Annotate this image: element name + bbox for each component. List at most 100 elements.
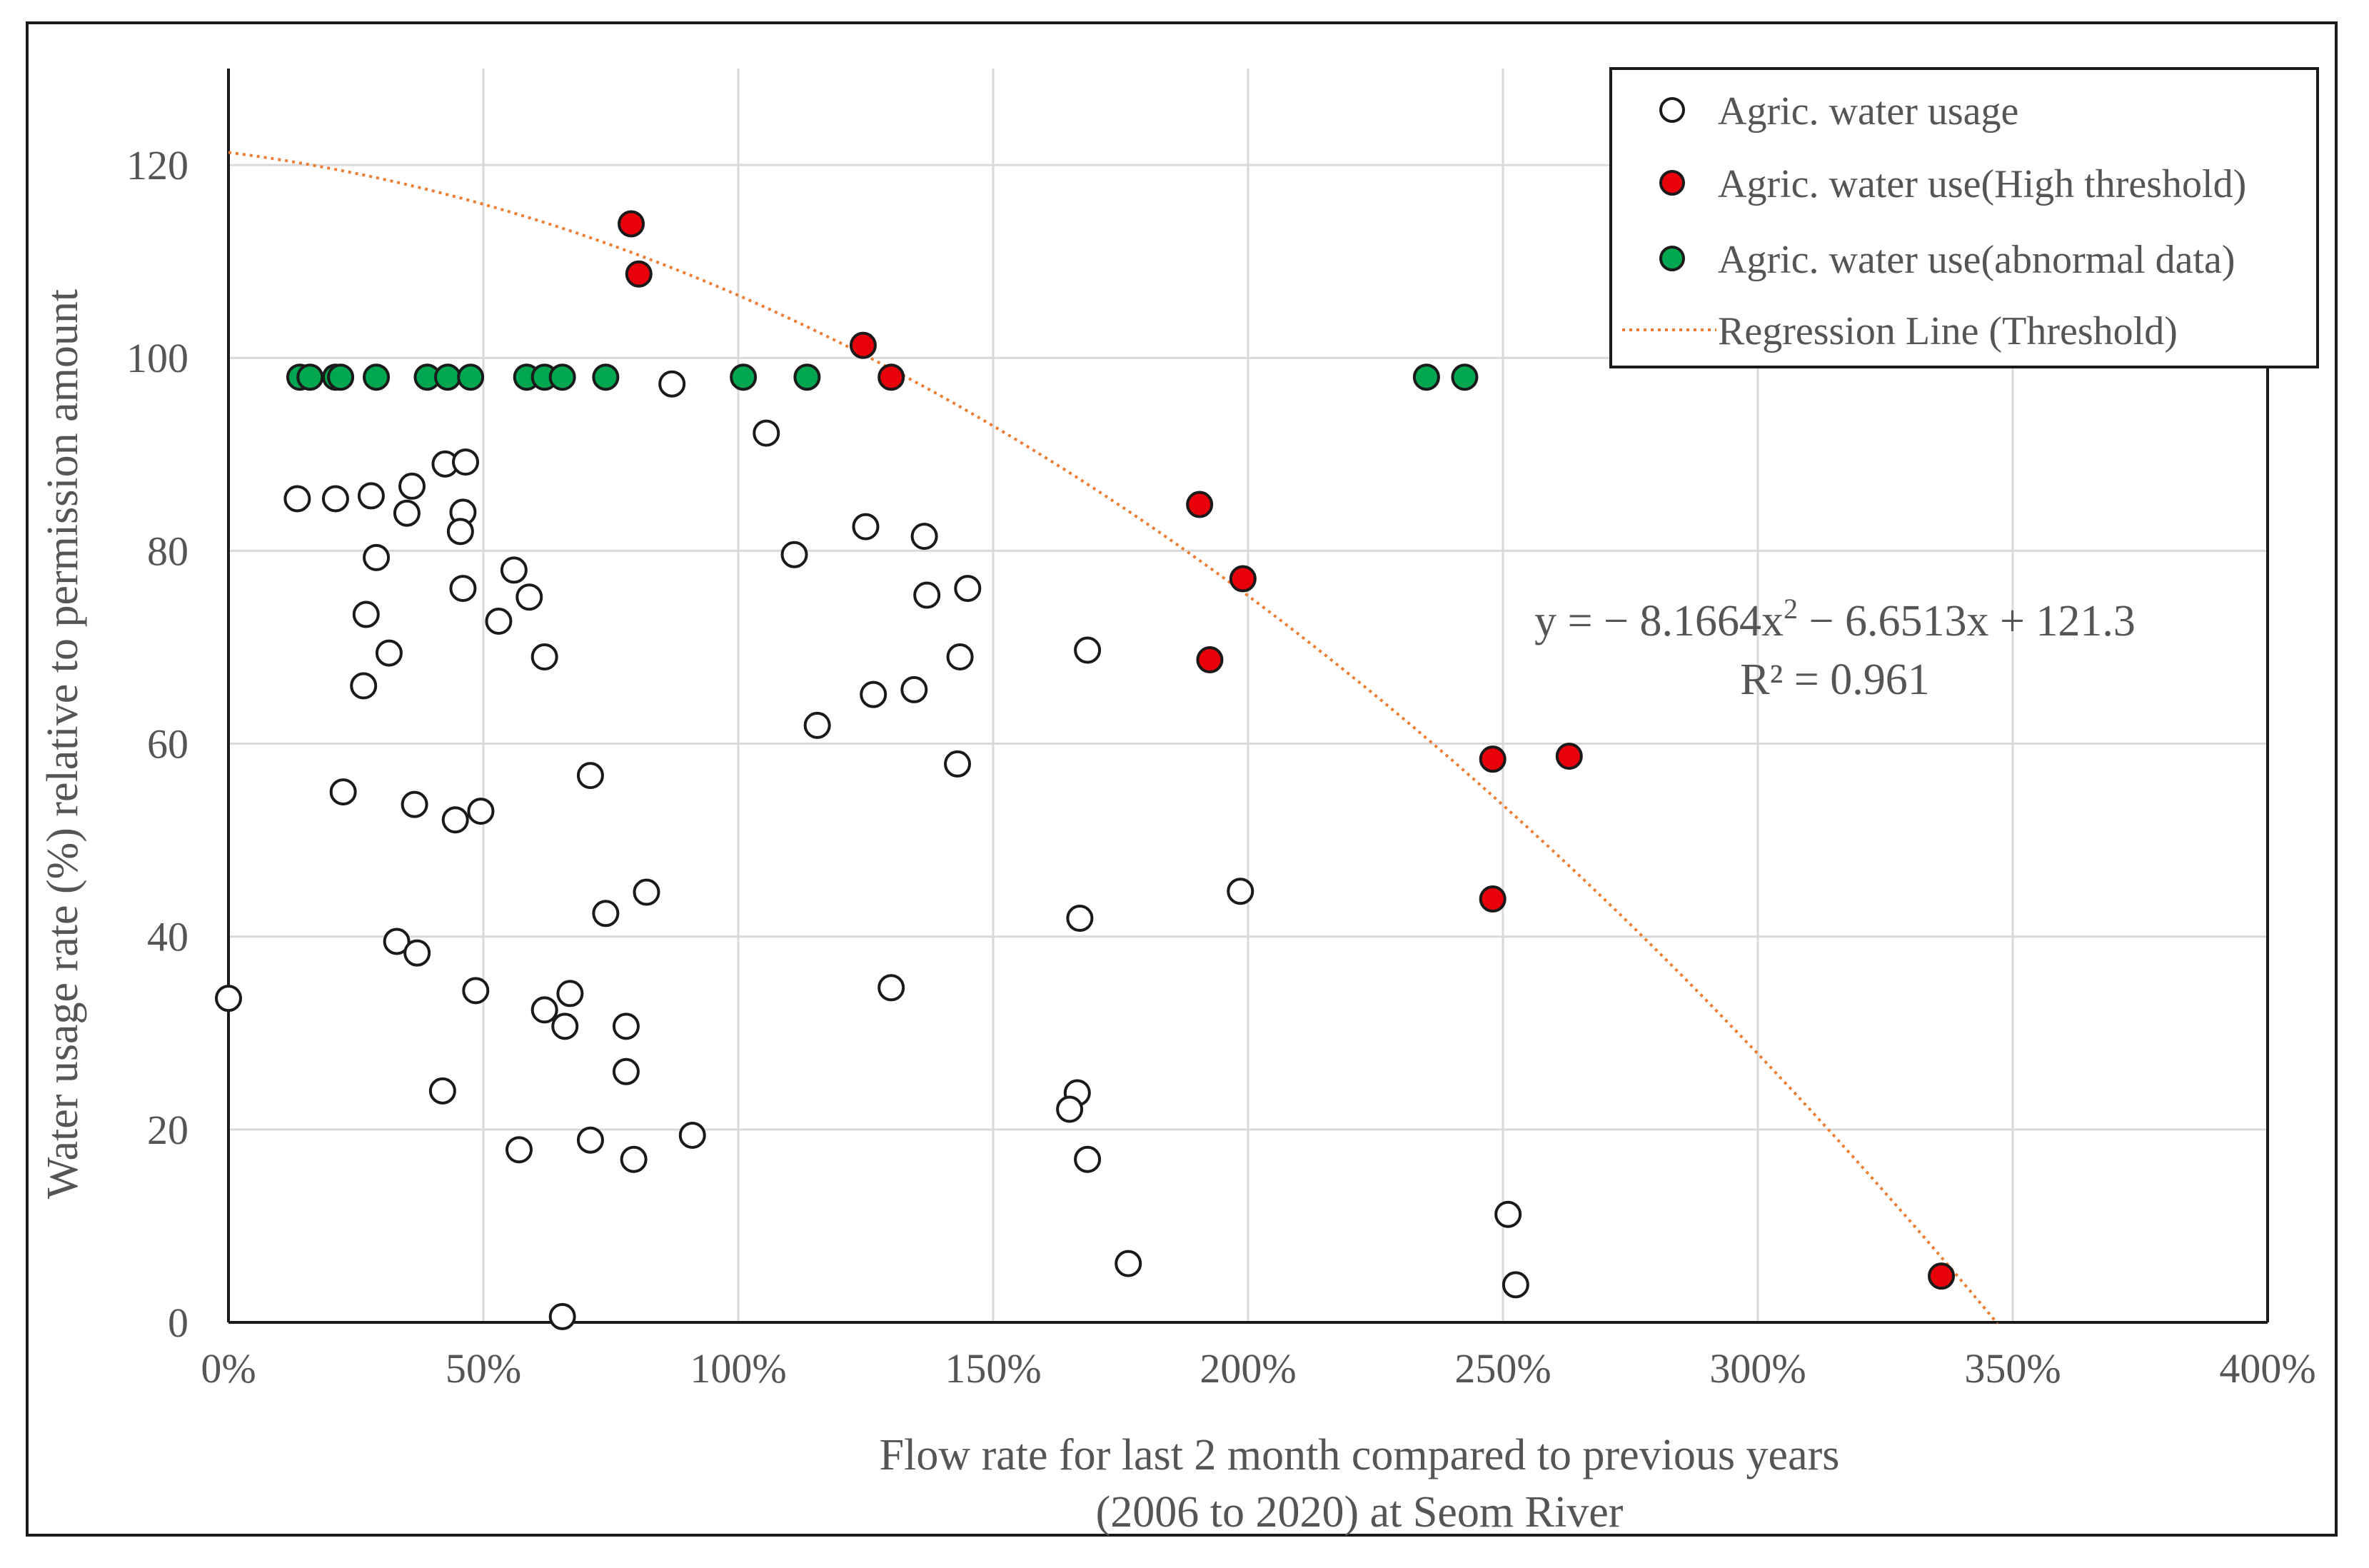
point-usage — [556, 980, 584, 1007]
legend-label-usage: Agric. water usage — [1718, 89, 2018, 134]
point-usage — [592, 900, 620, 928]
point-usage — [910, 523, 938, 551]
point-usage — [658, 370, 686, 398]
point-abnormal — [457, 363, 485, 391]
point-usage — [505, 1136, 533, 1164]
x-tick-label: 200% — [1199, 1345, 1296, 1392]
point-usage — [530, 996, 558, 1024]
point-abnormal — [793, 363, 821, 391]
point-usage — [500, 556, 528, 584]
point-usage — [612, 1057, 640, 1085]
point-usage — [1227, 878, 1254, 905]
legend: Agric. water usage Agric. water use(High… — [1609, 67, 2319, 368]
point-usage — [352, 600, 380, 628]
point-usage — [803, 711, 831, 739]
point-usage — [877, 974, 905, 1002]
y-tick-label: 20 — [147, 1107, 188, 1153]
x-tick-labels: 0% 50% 100% 150% 200% 250% 300% 350% 400% — [201, 1345, 2315, 1392]
point-high-threshold — [618, 210, 645, 238]
point-abnormal — [296, 363, 324, 391]
point-usage — [1074, 1145, 1102, 1173]
point-usage — [576, 762, 604, 790]
point-high-threshold — [1479, 885, 1507, 913]
point-usage — [403, 939, 431, 967]
x-tick-label: 300% — [1709, 1345, 1806, 1392]
point-usage — [1066, 905, 1094, 933]
point-usage — [1115, 1250, 1142, 1277]
x-tick-label: 100% — [690, 1345, 786, 1392]
point-high-threshold — [1479, 745, 1507, 773]
data-points — [215, 210, 1956, 1330]
point-usage — [329, 778, 357, 806]
point-usage — [452, 448, 480, 476]
point-abnormal — [592, 363, 620, 391]
point-high-threshold — [1229, 565, 1257, 593]
point-usage — [753, 419, 780, 447]
point-usage — [283, 485, 311, 513]
point-high-threshold — [1196, 646, 1224, 674]
point-usage — [1056, 1095, 1084, 1123]
regression-line — [228, 151, 1999, 1325]
point-usage — [860, 680, 887, 708]
y-tick-label: 0 — [168, 1300, 188, 1346]
point-abnormal — [1412, 363, 1440, 391]
point-usage — [1502, 1271, 1529, 1299]
y-axis-title: Water usage rate (%) relative to permiss… — [39, 289, 87, 1199]
point-usage — [375, 639, 403, 667]
point-usage — [612, 1012, 640, 1040]
y-tick-labels: 0 20 40 60 80 100 120 — [126, 142, 188, 1346]
point-high-threshold — [625, 260, 653, 288]
point-abnormal — [548, 363, 576, 391]
legend-marker-high — [1659, 170, 1685, 196]
point-abnormal — [1451, 363, 1479, 391]
legend-box — [1609, 67, 2319, 368]
point-high-threshold — [1555, 743, 1583, 770]
regression-equation: y = − 8.1664x2 − 6.6513x + 121.3 — [1534, 593, 2136, 645]
legend-marker-abnormal — [1659, 246, 1685, 271]
point-usage — [449, 575, 477, 603]
gridlines — [228, 69, 2269, 1322]
point-high-threshold — [1928, 1262, 1956, 1290]
point-high-threshold — [877, 363, 905, 391]
point-usage — [350, 672, 378, 700]
point-usage — [515, 583, 543, 611]
point-usage — [441, 806, 469, 834]
point-usage — [446, 518, 474, 546]
point-usage — [780, 541, 808, 568]
point-usage — [383, 928, 411, 955]
y-tick-label: 60 — [147, 721, 188, 768]
point-abnormal — [327, 363, 355, 391]
point-usage — [620, 1145, 648, 1173]
point-usage — [551, 1012, 579, 1040]
point-abnormal — [730, 363, 758, 391]
x-tick-label: 0% — [201, 1345, 256, 1392]
point-usage — [530, 643, 558, 670]
point-abnormal — [363, 363, 391, 391]
legend-label-abnormal: Agric. water use(abnormal data) — [1718, 238, 2235, 282]
point-usage — [321, 485, 349, 513]
point-usage — [393, 499, 421, 527]
point-high-threshold — [1186, 491, 1214, 518]
point-usage — [913, 581, 941, 609]
point-usage — [462, 977, 490, 1005]
point-usage — [1494, 1200, 1522, 1228]
point-usage — [548, 1302, 576, 1330]
x-tick-label: 350% — [1964, 1345, 2061, 1392]
point-high-threshold — [849, 331, 877, 359]
point-usage — [398, 472, 426, 500]
legend-marker-usage — [1659, 97, 1685, 123]
point-usage — [1074, 636, 1102, 664]
point-usage — [900, 675, 928, 703]
point-usage — [633, 878, 660, 906]
x-tick-label: 50% — [446, 1345, 521, 1392]
point-usage — [852, 513, 880, 541]
point-usage — [946, 643, 974, 670]
point-usage — [954, 575, 982, 603]
x-tick-label: 250% — [1454, 1345, 1551, 1392]
point-usage — [428, 1077, 456, 1105]
point-abnormal — [434, 363, 462, 391]
point-usage — [215, 985, 242, 1012]
x-axis-title-line1: Flow rate for last 2 month compared to p… — [880, 1431, 1840, 1479]
point-usage — [363, 543, 391, 571]
